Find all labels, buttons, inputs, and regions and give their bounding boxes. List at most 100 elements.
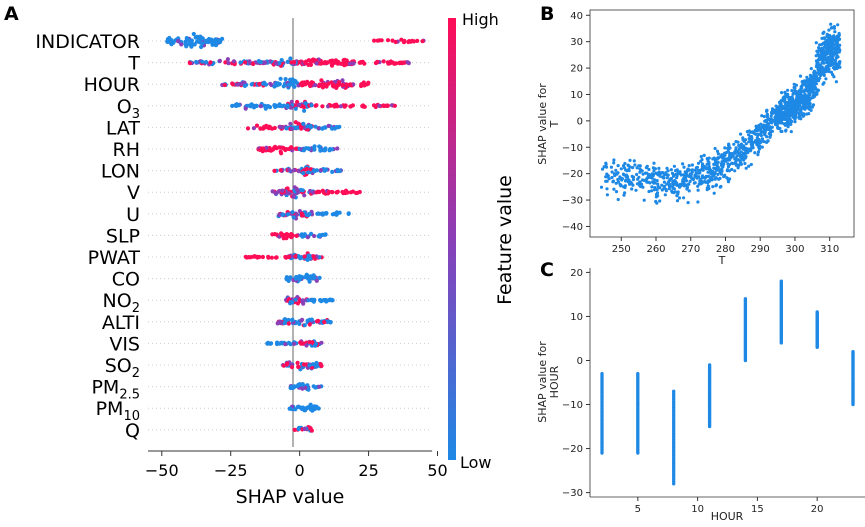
scatter-point	[703, 176, 707, 180]
scatter-point	[618, 182, 622, 187]
shap-point	[274, 83, 279, 88]
scatter-point	[832, 26, 837, 30]
shap-point	[260, 254, 265, 260]
shap-point	[307, 340, 312, 345]
shap-point	[187, 42, 192, 47]
scatter-point	[701, 175, 705, 179]
scatter-point	[610, 175, 614, 180]
y-tick-label: 30	[570, 37, 583, 48]
scatter-point	[662, 180, 667, 184]
scatter-point	[813, 82, 817, 86]
shap-point	[300, 298, 305, 303]
scatter-point	[792, 91, 796, 95]
shap-point	[279, 58, 284, 63]
scatter-point	[647, 167, 651, 172]
scatter-point	[832, 52, 836, 57]
scatter-point	[605, 187, 609, 191]
scatter-point	[666, 169, 670, 173]
scatter-point	[768, 135, 772, 139]
scatter-point	[601, 167, 605, 171]
scatter-point	[645, 164, 649, 168]
scatter-point	[691, 177, 696, 182]
shap-point	[212, 39, 218, 44]
scatter-point	[662, 184, 667, 188]
scatter-point	[786, 95, 791, 99]
shap-point	[302, 254, 307, 259]
scatter-point	[693, 168, 697, 172]
scatter-point	[815, 88, 820, 92]
y-axis-label-hour-line1: SHAP value for	[536, 341, 549, 423]
scatter-point	[779, 279, 783, 283]
shap-point	[302, 108, 307, 113]
shap-point	[276, 320, 281, 325]
shap-point	[284, 361, 290, 366]
shap-point	[296, 102, 301, 108]
shap-point	[200, 59, 205, 64]
shap-point	[293, 106, 298, 111]
shap-point	[274, 61, 279, 66]
feature-swarm	[288, 382, 324, 392]
scatter-point	[672, 389, 676, 393]
scatter-point	[734, 146, 738, 150]
scatter-point	[797, 116, 801, 120]
feature-swarm	[284, 272, 322, 284]
scatter-point	[743, 138, 748, 142]
shap-point	[311, 274, 316, 279]
scatter-point	[786, 125, 790, 129]
shap-point	[290, 210, 295, 215]
x-tick-label: 250	[612, 244, 631, 255]
shap-point	[358, 60, 363, 65]
shap-point	[278, 103, 283, 108]
shap-point	[295, 360, 300, 365]
feature-swarm	[243, 251, 324, 262]
scatter-point	[719, 184, 723, 189]
scatter-point	[768, 131, 773, 135]
shap-point	[165, 39, 170, 45]
shap-point	[256, 59, 261, 64]
shap-point	[347, 61, 352, 67]
scatter-point	[715, 168, 719, 172]
shap-point	[318, 147, 323, 152]
scatter-point	[812, 73, 816, 77]
scatter-point	[765, 113, 769, 117]
feature-swarm	[220, 76, 371, 90]
scatter-point	[657, 166, 661, 170]
scatter-point	[750, 140, 754, 144]
y-tick-label: 20	[570, 64, 583, 75]
scatter-point	[641, 172, 645, 176]
scatter-point	[655, 188, 659, 192]
scatter-point	[810, 75, 814, 79]
scatter-point	[833, 30, 837, 34]
y-tick-label: −10	[562, 400, 583, 411]
scatter-point	[773, 110, 777, 115]
scatter-hour-points	[600, 279, 855, 486]
scatter-point	[687, 168, 691, 172]
shap-point	[328, 320, 333, 325]
shap-point	[314, 103, 319, 108]
scatter-point	[681, 173, 686, 177]
shap-point	[226, 61, 231, 66]
shap-point	[328, 103, 333, 108]
scatter-point	[612, 161, 616, 165]
scatter-point	[816, 65, 820, 70]
hour-column	[779, 279, 783, 345]
scatter-point	[616, 164, 620, 168]
scatter-point	[798, 74, 803, 78]
x-tick-label: 280	[716, 244, 735, 255]
scatter-point	[793, 88, 797, 92]
feature-swarm	[270, 231, 328, 241]
panel-label-c: C	[540, 259, 554, 281]
scatter-point	[707, 165, 711, 169]
scatter-point	[616, 197, 620, 202]
y-tick-label: −20	[562, 444, 583, 455]
scatter-point	[807, 87, 811, 91]
shap-point	[317, 83, 322, 88]
scatter-point	[714, 176, 718, 180]
shap-point	[340, 83, 345, 88]
shap-point	[194, 59, 199, 65]
shap-point	[268, 148, 274, 153]
shap-point	[372, 38, 377, 43]
shap-point	[236, 103, 241, 108]
scatter-point	[738, 162, 743, 166]
scatter-point	[825, 32, 829, 36]
